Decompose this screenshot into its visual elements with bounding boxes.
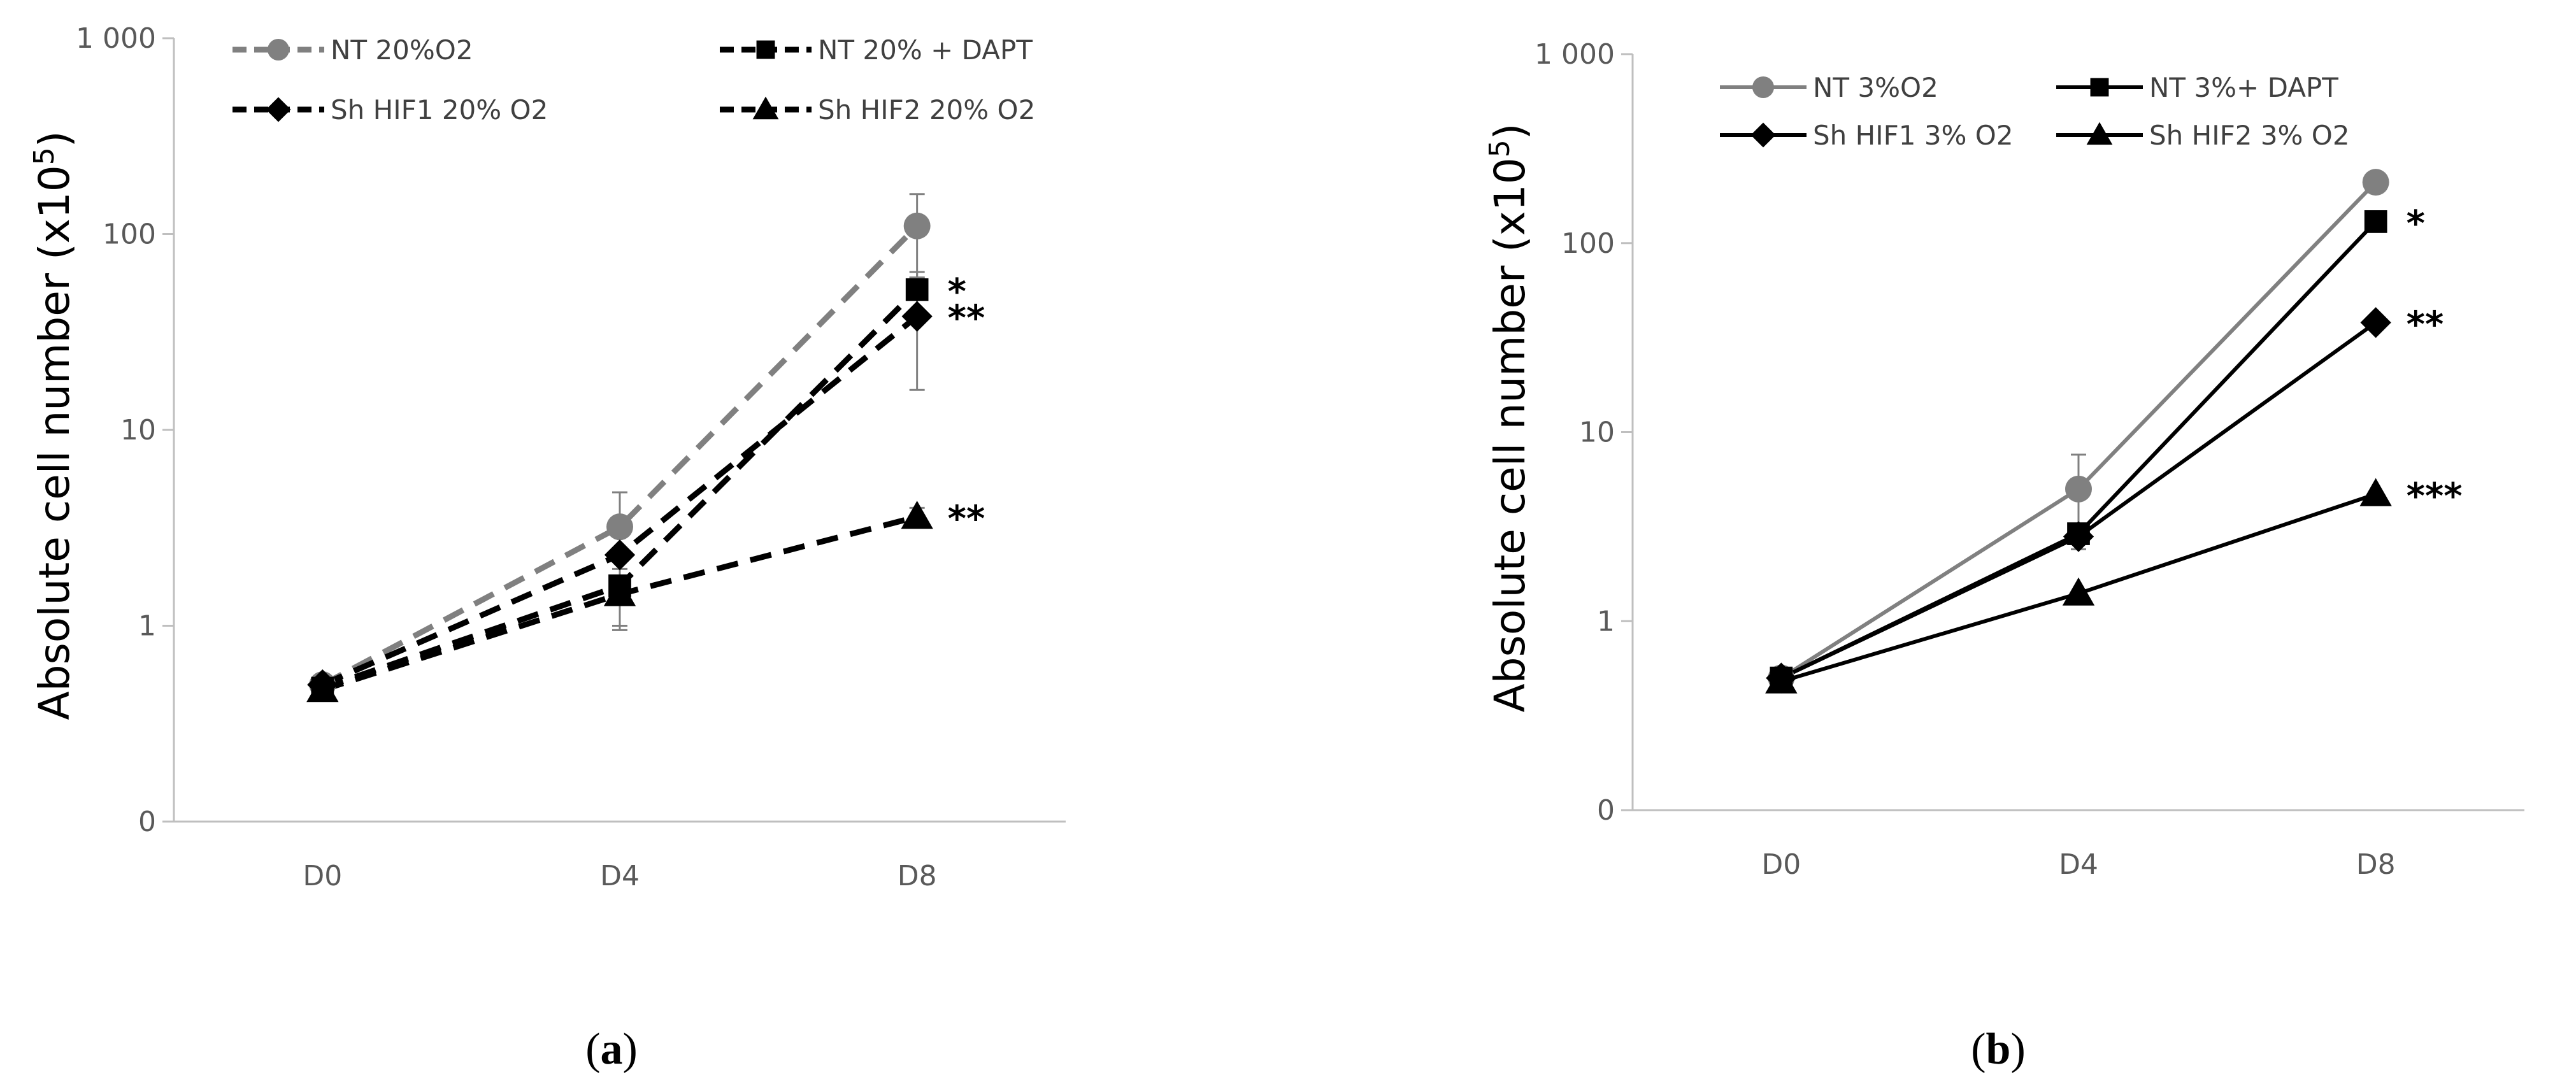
significance-marker: ** [948,498,985,539]
data-point-circle [903,212,931,239]
x-tick-label: D0 [303,860,342,892]
data-point-circle [606,513,633,541]
y-tick-label: 100 [103,218,156,251]
legend-label: Sh HIF2 3% O2 [2149,120,2350,151]
data-point-triangle [603,578,636,606]
legend-label: NT 20% + DAPT [818,34,1033,66]
x-tick-label: D8 [2356,848,2396,881]
x-tick-label: D0 [1761,848,1801,881]
significance-marker: * [2407,203,2425,245]
y-axis-title: Absolute cell number (x105) [28,131,79,720]
legend-marker-square [2090,78,2109,97]
y-tick-label: 0 [1597,794,1615,827]
data-point-square [2364,210,2387,233]
data-point-circle [2065,475,2092,503]
legend-item: NT 20% + DAPT [720,34,1033,66]
panel-caption: (a) [585,1025,638,1074]
legend-label: NT 20%O2 [331,34,473,66]
y-tick-label: 100 [1561,227,1615,260]
legend-item: Sh HIF2 3% O2 [2056,120,2350,151]
y-axis-title-close: ) [30,131,79,147]
y-tick-label: 1 000 [76,22,156,55]
data-point-diamond [2063,521,2094,552]
data-point-diamond [901,301,933,332]
data-point-circle [2362,169,2389,196]
legend-item: Sh HIF2 20% O2 [720,94,1035,125]
legend-item: NT 3%O2 [1720,72,1938,103]
legend-marker-square [756,40,775,59]
y-tick-label: 1 [138,610,156,643]
x-tick-label: D8 [898,860,937,892]
legend-label: Sh HIF1 3% O2 [1813,120,2014,151]
legend-marker-triangle [2086,122,2113,145]
caption-open: ( [585,1025,600,1074]
x-tick-label: D4 [600,860,640,892]
legend-marker-diamond [1750,122,1776,148]
significance-marker: *** [2407,476,2463,517]
legend-marker-triangle [752,96,779,120]
caption-letter: a [601,1025,623,1074]
significance-marker: * [948,271,966,313]
data-point-diamond [604,539,636,571]
data-point-triangle [306,674,339,702]
series-line-1 [321,224,919,688]
panel-a-chart: 0 1 10 100 1 000 D0 D4 D8 Absolute cell number (… [28,22,1066,1074]
panel-b-chart: 0 1 10 100 1 000 D0 D4 D8 Absolute cell number (… [1484,38,2524,1074]
legend-marker-circle [268,39,289,61]
y-axis-title: Absolute cell number (x105) [1484,123,1535,712]
y-tick-label: 0 [138,806,156,838]
caption-close: ) [623,1025,638,1074]
legend-label: Sh HIF1 20% O2 [331,94,548,125]
y-tick-label: 1 000 [1535,38,1615,71]
y-tick-label: 10 [1579,417,1615,449]
series-line-2 [1780,220,2377,680]
significance-marker: ** [2407,304,2444,345]
data-point-triangle [901,501,933,529]
legend-label: NT 3%O2 [1813,72,1938,103]
data-point-triangle [2359,478,2392,506]
caption-letter: b [1986,1025,2011,1074]
significance-marker: ** [948,298,985,339]
legend-item: Sh HIF1 20% O2 [233,94,548,125]
legend-item: NT 20%O2 [233,34,473,66]
data-point-triangle [1765,665,1798,694]
data-point-triangle [2062,577,2095,606]
legend-item: NT 3%+ DAPT [2056,72,2338,103]
x-tick-label: D4 [2059,848,2098,881]
y-axis-title-close: ) [1485,123,1535,139]
y-axis-title-text: Absolute cell number (x10 [30,165,79,720]
y-axis-title-exponent: 5 [1484,139,1516,157]
caption-open: ( [1971,1025,1986,1074]
legend-label: NT 3%+ DAPT [2149,72,2338,103]
y-tick-label: 10 [120,414,156,446]
data-point-diamond [2360,307,2391,338]
legend-item: Sh HIF1 3% O2 [1720,120,2014,151]
y-axis-title-exponent: 5 [28,147,61,165]
panel-caption: (b) [1971,1025,2026,1074]
data-point-square [905,278,929,301]
y-tick-label: 1 [1597,605,1615,638]
legend-marker-circle [1752,76,1774,98]
caption-close: ) [2010,1025,2025,1074]
legend-label: Sh HIF2 20% O2 [818,94,1035,125]
legend-marker-diamond [266,97,291,122]
y-axis-title-text: Absolute cell number (x10 [1485,157,1535,712]
